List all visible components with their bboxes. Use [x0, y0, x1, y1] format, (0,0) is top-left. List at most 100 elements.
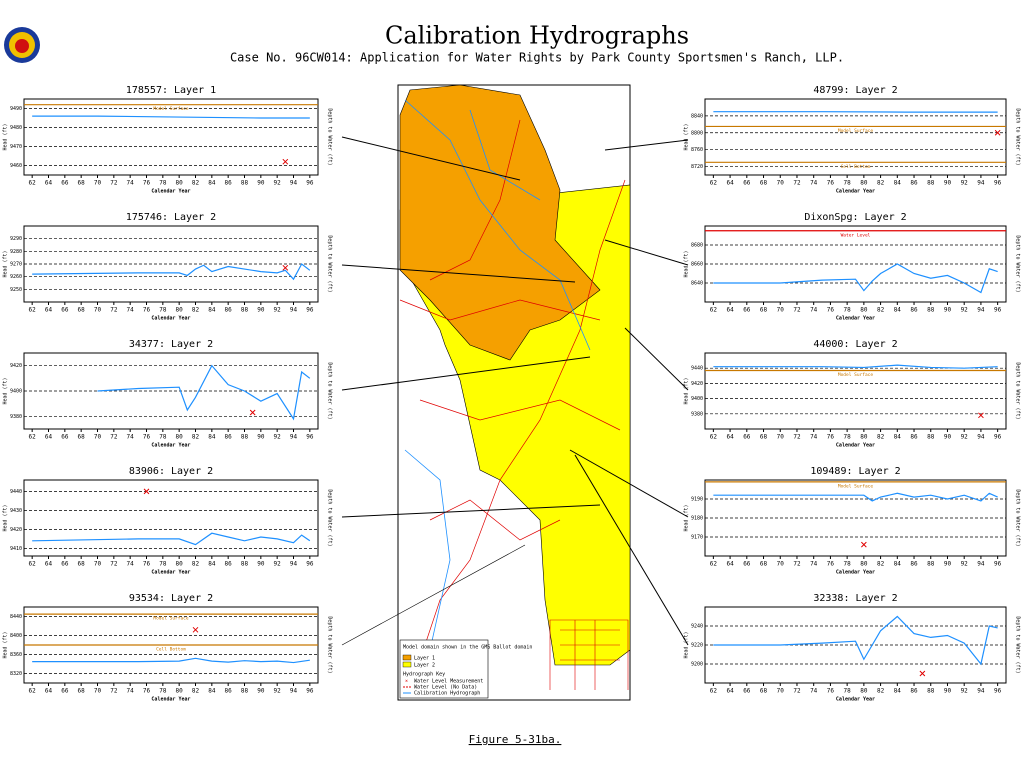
- svg-text:×: ×: [405, 679, 408, 685]
- chart-title: 32338: Layer 2: [813, 593, 897, 604]
- key-title: Hydrograph Key: [403, 672, 445, 678]
- x-tick-label: 64: [45, 307, 53, 314]
- x-tick-label: 76: [143, 307, 151, 314]
- x-tick-label: 94: [977, 180, 985, 187]
- x-tick-label: 72: [110, 561, 118, 568]
- x-tick-label: 62: [710, 434, 718, 441]
- hydrograph-line: [713, 492, 998, 502]
- title: Calibration Hydrographs: [385, 22, 689, 50]
- x-tick-label: 66: [743, 180, 751, 187]
- x-tick-label: 88: [927, 434, 935, 441]
- x-tick-label: 78: [159, 307, 167, 314]
- y-tick-label: 8760: [691, 147, 703, 153]
- reference-label: Model Surface: [838, 372, 874, 378]
- x-tick-label: 64: [726, 180, 734, 187]
- x-tick-label: 64: [45, 434, 53, 441]
- x-tick-label: 96: [994, 434, 1002, 441]
- x-tick-label: 96: [306, 180, 314, 187]
- measurement: [994, 129, 1001, 136]
- x-tick-label: 74: [810, 688, 818, 695]
- chart-title: 44000: Layer 2: [813, 339, 897, 350]
- reference-label: Model Surface: [153, 106, 189, 112]
- map: Model domain shown in the GMS Ballot dom…: [397, 84, 631, 701]
- y-tick-label: 9280: [10, 249, 22, 255]
- y-tick-label: 9420: [10, 363, 22, 369]
- x-tick-label: 94: [977, 434, 985, 441]
- x-tick-label: 86: [225, 434, 233, 441]
- y-tick-label: 9410: [10, 546, 22, 552]
- reference-label: Water Level: [841, 232, 871, 238]
- x-tick-label: 68: [760, 688, 768, 695]
- subtitle: Case No. 96CW014: Application for Water …: [230, 51, 844, 65]
- x-tick-label: 66: [743, 561, 751, 568]
- y2-axis-label: Depth to Water (ft): [327, 489, 333, 546]
- x-tick-label: 86: [910, 180, 918, 187]
- x-tick-label: 80: [176, 307, 184, 314]
- x-tick-label: 66: [743, 307, 751, 314]
- y-axis-label: Head (ft): [3, 123, 9, 150]
- y2-axis-label: Depth to Water (ft): [1015, 235, 1021, 292]
- x-tick-label: 62: [29, 561, 37, 568]
- x-tick-label: 68: [760, 307, 768, 314]
- hydrograph-line: [713, 615, 998, 666]
- y-tick-label: 9260: [10, 274, 22, 280]
- x-tick-label: 78: [844, 688, 852, 695]
- x-tick-label: 72: [110, 688, 118, 695]
- chart-title: 83906: Layer 2: [129, 466, 213, 477]
- x-tick-label: 78: [844, 180, 852, 187]
- hydrograph-line: [32, 263, 311, 281]
- x-tick-label: 68: [78, 180, 86, 187]
- x-tick-label: 86: [910, 434, 918, 441]
- y-tick-label: 8840: [691, 113, 703, 119]
- reference-label: Model Surface: [153, 616, 189, 622]
- x-tick-label: 78: [159, 561, 167, 568]
- x-tick-label: 94: [290, 307, 298, 314]
- x-axis-label: Calendar Year: [836, 316, 875, 322]
- y2-axis-label: Depth to Water (ft): [327, 108, 333, 165]
- key-item: Water Level (No Data): [414, 685, 477, 691]
- y-axis-label: Head (ft): [3, 631, 9, 658]
- measurement: [192, 626, 199, 633]
- x-tick-label: 66: [61, 561, 69, 568]
- x-tick-label: 62: [29, 180, 37, 187]
- x-tick-label: 80: [176, 688, 184, 695]
- logo: [4, 27, 40, 63]
- x-tick-label: 80: [176, 561, 184, 568]
- x-tick-label: 84: [208, 434, 216, 441]
- x-tick-label: 68: [78, 434, 86, 441]
- x-tick-label: 76: [827, 688, 835, 695]
- x-tick-label: 64: [45, 561, 53, 568]
- x-tick-label: 62: [710, 307, 718, 314]
- y-tick-label: 9400: [10, 389, 22, 395]
- x-axis-label: Calendar Year: [151, 570, 190, 576]
- x-tick-label: 90: [944, 180, 952, 187]
- y-axis-label: Head (ft): [3, 377, 9, 404]
- x-tick-label: 72: [110, 180, 118, 187]
- x-tick-label: 92: [961, 307, 969, 314]
- x-tick-label: 68: [78, 561, 86, 568]
- streams-red: [399, 119, 626, 691]
- x-tick-label: 62: [29, 307, 37, 314]
- x-tick-label: 92: [961, 561, 969, 568]
- x-tick-label: 92: [961, 688, 969, 695]
- measurement: [249, 409, 256, 416]
- y-tick-label: 8680: [691, 243, 703, 249]
- x-tick-label: 96: [306, 434, 314, 441]
- x-tick-label: 88: [241, 688, 249, 695]
- x-tick-label: 82: [192, 434, 200, 441]
- x-tick-label: 86: [225, 307, 233, 314]
- hydrograph-line: [32, 657, 310, 664]
- x-tick-label: 74: [810, 307, 818, 314]
- chart-title: 109489: Layer 2: [810, 466, 900, 477]
- x-tick-label: 84: [208, 307, 216, 314]
- x-tick-label: 86: [910, 688, 918, 695]
- x-tick-label: 64: [726, 307, 734, 314]
- x-tick-label: 88: [927, 180, 935, 187]
- x-tick-label: 68: [78, 307, 86, 314]
- x-tick-label: 96: [994, 561, 1002, 568]
- x-tick-label: 84: [894, 434, 902, 441]
- chart-title: DixonSpg: Layer 2: [804, 212, 906, 223]
- x-tick-label: 84: [894, 307, 902, 314]
- x-tick-label: 90: [944, 561, 952, 568]
